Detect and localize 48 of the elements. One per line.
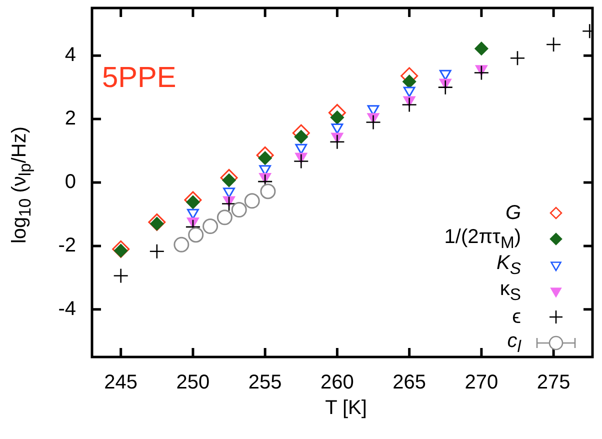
point	[188, 227, 204, 243]
point	[546, 36, 562, 52]
point	[216, 210, 232, 226]
point	[258, 151, 272, 165]
legend-label: G	[505, 202, 521, 224]
point	[331, 124, 344, 134]
point	[510, 50, 526, 66]
y-tick-label: -4	[58, 298, 76, 320]
point	[402, 97, 417, 112]
legend-label: κ$_{S}$	[500, 278, 521, 304]
point	[231, 202, 247, 218]
point	[244, 193, 260, 209]
y-tick-label: 2	[64, 108, 76, 130]
point	[330, 134, 345, 150]
point	[439, 70, 452, 80]
point	[294, 130, 308, 144]
point	[474, 65, 490, 80]
point	[403, 86, 416, 98]
x-tick-label: 255	[248, 372, 282, 394]
y-tick-label: 4	[64, 44, 76, 66]
point	[474, 42, 488, 56]
point	[402, 74, 416, 88]
x-tick-label: 260	[320, 372, 354, 394]
point	[174, 236, 190, 252]
point	[438, 80, 454, 95]
legend-label: c$_{l}$	[507, 330, 521, 356]
legend-label: ϵ	[512, 306, 521, 328]
point	[149, 244, 165, 259]
point	[366, 114, 381, 130]
legend-label: K$_{S}$	[496, 252, 521, 278]
x-tick-label: 265	[392, 372, 426, 394]
y-tick-label: -2	[58, 234, 76, 256]
point	[113, 268, 128, 284]
point	[293, 154, 309, 169]
point	[330, 110, 344, 124]
x-tick-label: 245	[104, 372, 138, 394]
x-axis-title: T [K]	[325, 397, 367, 420]
point	[260, 184, 276, 200]
x-tick-label: 250	[176, 372, 210, 394]
y-tick-label: 0	[64, 171, 76, 194]
point	[221, 196, 237, 212]
point	[222, 174, 236, 188]
x-tick-label: 270	[464, 372, 498, 394]
point	[295, 144, 308, 154]
point	[202, 218, 218, 234]
legend-label: 1/(2πτ$_{M}$)	[444, 226, 521, 252]
annotation: 5PPE	[102, 62, 176, 95]
x-tick-label: 275	[536, 372, 570, 394]
